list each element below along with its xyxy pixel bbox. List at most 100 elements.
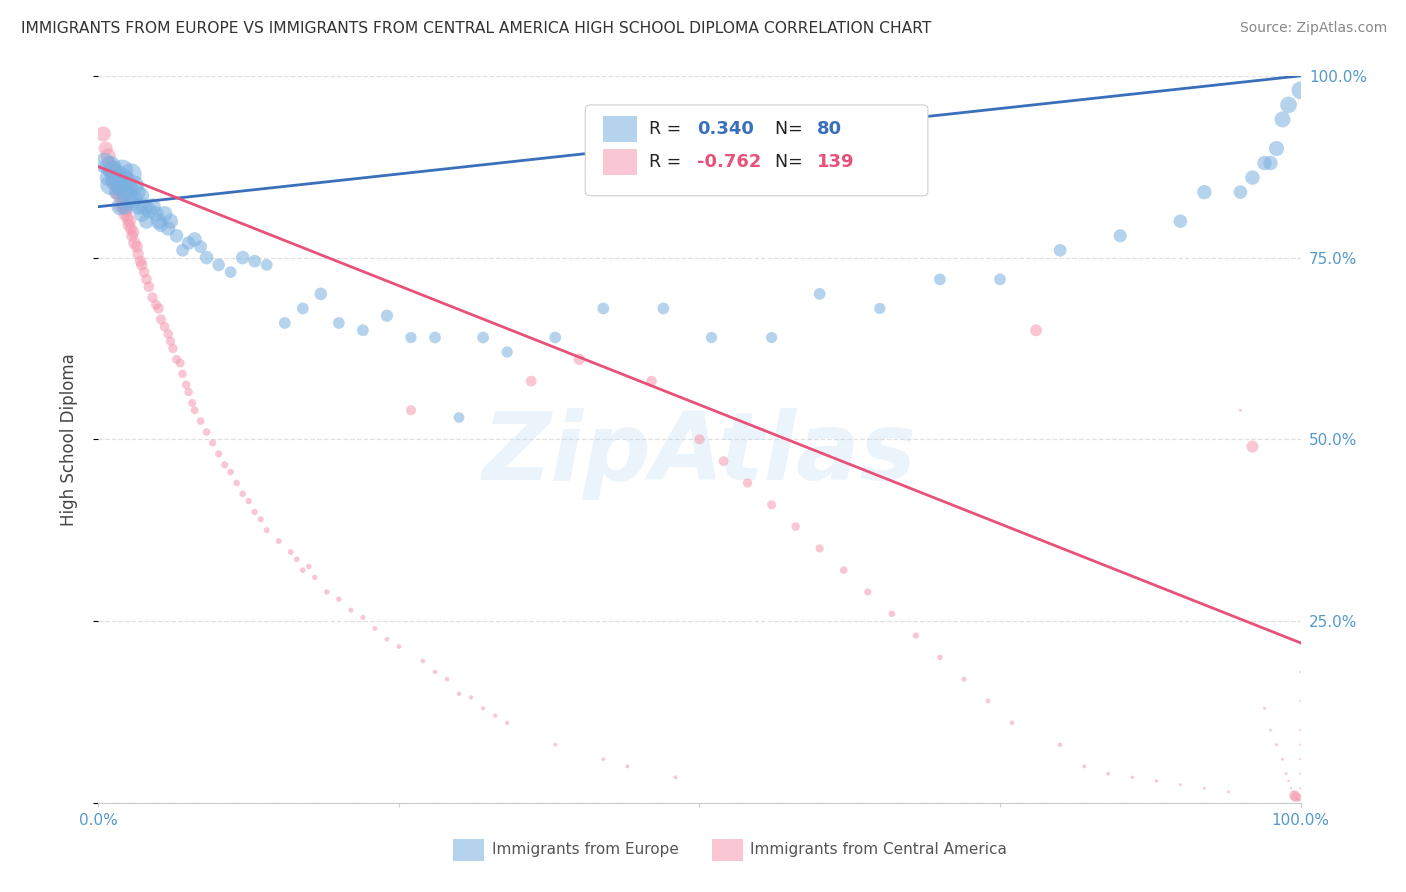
Point bbox=[124, 235, 146, 250]
Point bbox=[1265, 141, 1288, 155]
Point bbox=[274, 316, 297, 330]
Point bbox=[124, 193, 146, 207]
Point bbox=[267, 534, 290, 549]
Text: ZipAtlas: ZipAtlas bbox=[482, 408, 917, 500]
Point bbox=[1241, 170, 1264, 185]
Point bbox=[1121, 770, 1143, 784]
Point bbox=[103, 170, 125, 185]
Point bbox=[120, 167, 142, 181]
Point bbox=[125, 185, 148, 199]
Text: Source: ZipAtlas.com: Source: ZipAtlas.com bbox=[1240, 21, 1388, 35]
Point bbox=[100, 160, 122, 174]
Point bbox=[129, 188, 152, 202]
Point bbox=[304, 570, 326, 584]
Point bbox=[172, 244, 194, 258]
Point bbox=[101, 167, 124, 181]
Point bbox=[122, 225, 145, 239]
Point bbox=[1289, 752, 1312, 766]
Text: -0.762: -0.762 bbox=[697, 153, 762, 171]
Point bbox=[592, 752, 614, 766]
Point bbox=[1289, 792, 1312, 806]
Point bbox=[544, 330, 567, 344]
Point bbox=[904, 629, 927, 643]
Point bbox=[177, 235, 200, 250]
Point bbox=[121, 228, 143, 243]
Text: N=: N= bbox=[775, 120, 808, 138]
Point bbox=[832, 563, 855, 577]
Point bbox=[97, 170, 120, 185]
Point bbox=[115, 174, 138, 188]
Point bbox=[1170, 778, 1192, 792]
Point bbox=[118, 188, 141, 202]
Point bbox=[108, 178, 131, 192]
Text: R =: R = bbox=[650, 153, 686, 171]
Point bbox=[169, 356, 191, 370]
Point bbox=[108, 200, 131, 214]
Y-axis label: High School Diploma: High School Diploma bbox=[59, 353, 77, 525]
Point bbox=[460, 690, 482, 705]
Point bbox=[1260, 156, 1282, 170]
Text: 0.340: 0.340 bbox=[697, 120, 754, 138]
Point bbox=[183, 232, 205, 246]
Point bbox=[105, 170, 128, 185]
Point bbox=[592, 301, 614, 316]
Point bbox=[785, 519, 807, 533]
Text: 139: 139 bbox=[817, 153, 855, 171]
Point bbox=[1229, 403, 1251, 417]
Point bbox=[114, 200, 136, 214]
Point bbox=[484, 708, 506, 723]
Point bbox=[181, 396, 204, 410]
Point bbox=[108, 185, 131, 199]
Point bbox=[928, 272, 950, 286]
Point bbox=[105, 174, 128, 188]
Point bbox=[100, 160, 122, 174]
Point bbox=[1285, 791, 1308, 805]
Point bbox=[412, 654, 434, 668]
Point bbox=[298, 559, 321, 574]
Point bbox=[328, 592, 350, 607]
Text: Immigrants from Central America: Immigrants from Central America bbox=[749, 842, 1007, 857]
Point bbox=[544, 738, 567, 752]
Point bbox=[132, 265, 155, 279]
Point bbox=[285, 552, 308, 566]
Point bbox=[1194, 185, 1216, 199]
Point bbox=[737, 475, 759, 490]
FancyBboxPatch shape bbox=[453, 839, 484, 861]
Point bbox=[388, 640, 411, 654]
Point bbox=[1170, 214, 1192, 228]
Point bbox=[148, 214, 170, 228]
Point bbox=[149, 312, 172, 326]
Point bbox=[808, 287, 831, 301]
Point bbox=[1218, 785, 1240, 799]
Point bbox=[375, 632, 398, 647]
Point bbox=[104, 178, 127, 192]
Point bbox=[190, 414, 212, 428]
Point bbox=[1288, 794, 1310, 808]
Point bbox=[1271, 752, 1294, 766]
Point bbox=[1289, 723, 1312, 737]
Point bbox=[1275, 766, 1298, 780]
Point bbox=[496, 345, 519, 359]
Point bbox=[174, 377, 197, 392]
Point bbox=[153, 207, 176, 221]
Point bbox=[399, 403, 422, 417]
Point bbox=[214, 458, 236, 472]
Point bbox=[105, 185, 128, 199]
Point bbox=[520, 374, 543, 388]
Point bbox=[652, 301, 675, 316]
Point bbox=[256, 258, 278, 272]
Point bbox=[127, 247, 149, 261]
FancyBboxPatch shape bbox=[603, 116, 637, 142]
Point bbox=[1253, 156, 1275, 170]
Point bbox=[98, 156, 121, 170]
Point bbox=[1109, 228, 1132, 243]
Point bbox=[97, 149, 120, 163]
Text: 80: 80 bbox=[817, 120, 842, 138]
Point bbox=[1271, 112, 1294, 127]
Point bbox=[1289, 694, 1312, 708]
FancyBboxPatch shape bbox=[603, 149, 637, 176]
Point bbox=[249, 512, 271, 526]
Point bbox=[988, 272, 1011, 286]
Text: IMMIGRANTS FROM EUROPE VS IMMIGRANTS FROM CENTRAL AMERICA HIGH SCHOOL DIPLOMA CO: IMMIGRANTS FROM EUROPE VS IMMIGRANTS FRO… bbox=[21, 21, 931, 36]
Point bbox=[856, 585, 879, 599]
